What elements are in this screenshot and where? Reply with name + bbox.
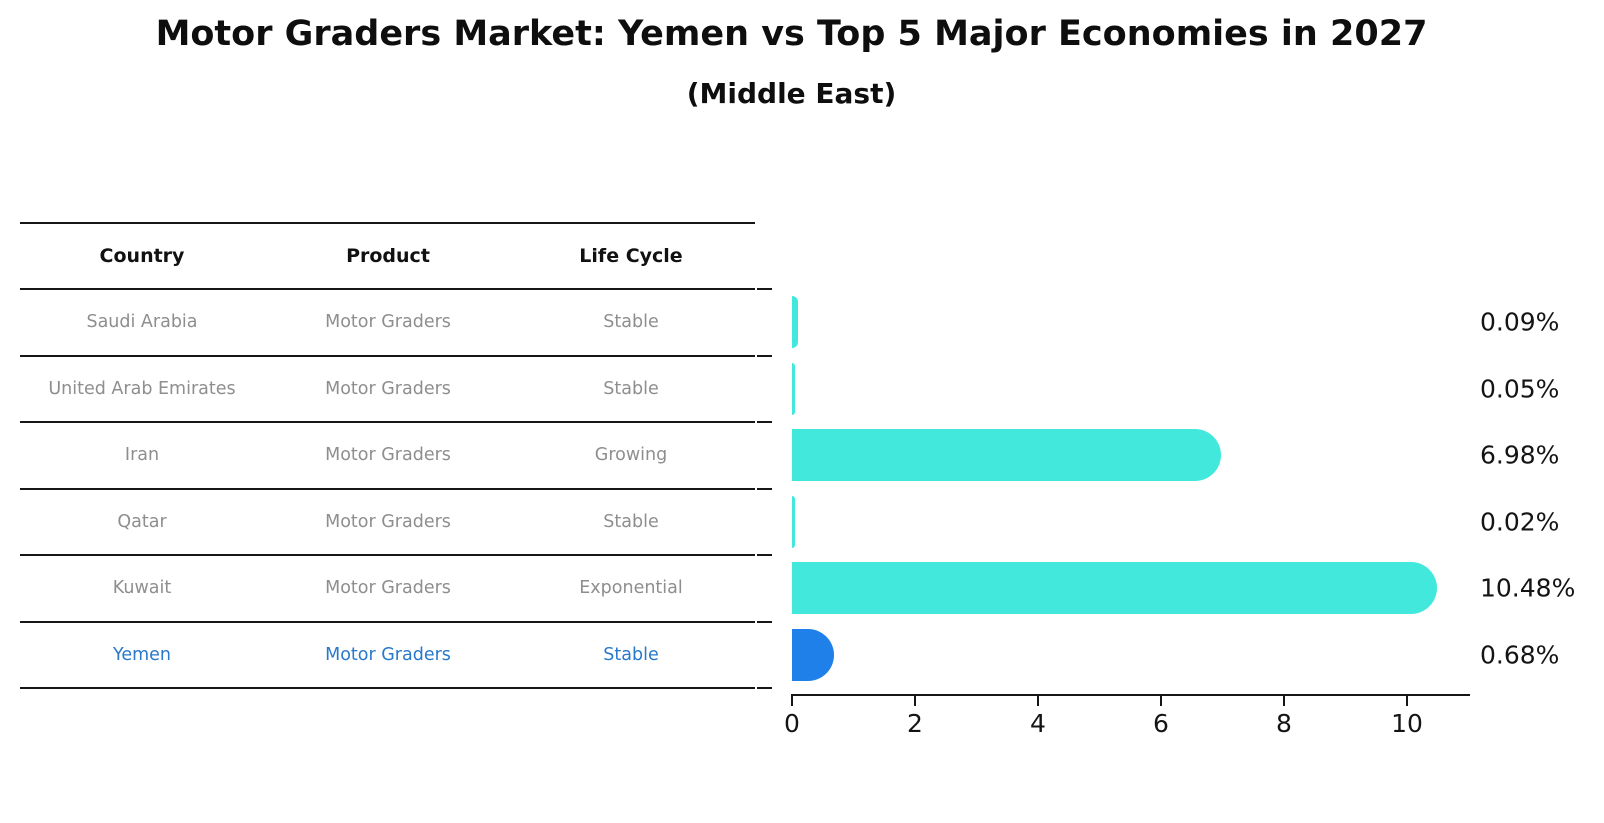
bar-value-label: 0.09% [1480, 307, 1560, 337]
table-rule [20, 421, 755, 423]
bar-value-label: 0.05% [1480, 374, 1560, 404]
table-cell-life_cycle: Stable [603, 378, 659, 399]
x-tick-label: 0 [784, 709, 800, 738]
table-cell-country: Kuwait [112, 578, 172, 599]
bar-value-label: 6.98% [1480, 440, 1560, 470]
table-rule [20, 221, 755, 224]
x-tick-label: 2 [907, 709, 923, 738]
table-cell-country: Iran [124, 445, 160, 466]
table-rule [20, 354, 755, 357]
chart-subtitle: (Middle East) [686, 77, 897, 110]
bar-value-label: 0.02% [1480, 507, 1560, 537]
y-tick-mark [757, 288, 772, 290]
table-rule [20, 554, 755, 556]
x-tick-mark [1406, 694, 1408, 706]
bar [792, 296, 798, 349]
y-tick-mark [757, 354, 772, 357]
x-axis-line [792, 694, 1470, 696]
y-tick-mark [757, 620, 772, 623]
table-cell-life_cycle: Growing [594, 445, 668, 466]
column-header: Life Cycle [579, 245, 683, 267]
table-rule [20, 687, 755, 689]
chart-title: Motor Graders Market: Yemen vs Top 5 Maj… [155, 14, 1428, 54]
table-rule [20, 288, 755, 290]
bar [792, 362, 796, 415]
table-cell-product: Motor Graders [325, 511, 451, 532]
x-tick-label: 8 [1276, 709, 1292, 738]
x-tick-mark [791, 694, 793, 706]
table-cell-life_cycle: Exponential [579, 578, 683, 599]
bar [792, 495, 795, 548]
table-cell-product: Motor Graders [325, 578, 451, 599]
table-cell-product: Motor Graders [325, 445, 451, 466]
y-tick-mark [757, 421, 772, 423]
table-cell-product: Motor Graders [325, 378, 451, 399]
table-cell-life_cycle: Stable [603, 511, 659, 532]
bar-value-label: 10.48% [1480, 573, 1576, 603]
y-tick-mark [757, 487, 772, 490]
x-tick-label: 4 [1030, 709, 1046, 738]
x-tick-mark [1160, 694, 1162, 706]
bar [792, 562, 1437, 615]
x-tick-label: 10 [1391, 709, 1423, 738]
y-tick-mark [757, 687, 772, 689]
table-cell-country: Yemen [112, 644, 172, 665]
column-header: Country [99, 245, 185, 267]
bar-highlight-yemen [792, 628, 834, 681]
x-tick-label: 6 [1153, 709, 1169, 738]
column-header: Product [346, 245, 430, 267]
bar [792, 429, 1222, 482]
table-cell-life_cycle: Stable [603, 312, 659, 333]
x-tick-mark [1037, 694, 1039, 706]
table-cell-country: Qatar [117, 511, 167, 532]
x-tick-mark [1283, 694, 1285, 706]
table-rule [20, 487, 755, 490]
table-cell-product: Motor Graders [325, 312, 451, 333]
table-cell-life_cycle: Stable [603, 644, 659, 665]
table-rule [20, 620, 755, 623]
x-tick-mark [914, 694, 916, 706]
y-tick-mark [757, 554, 772, 556]
bar-value-label: 0.68% [1480, 640, 1560, 670]
table-cell-country: United Arab Emirates [48, 378, 236, 399]
table-cell-country: Saudi Arabia [86, 312, 198, 333]
table-cell-product: Motor Graders [325, 644, 451, 665]
